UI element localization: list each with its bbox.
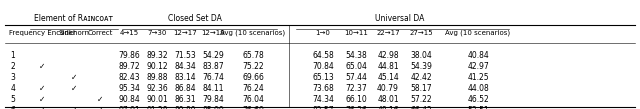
Text: 5: 5	[11, 95, 15, 104]
Text: 82.43: 82.43	[118, 72, 140, 82]
Text: 48.16: 48.16	[377, 106, 399, 109]
Text: 10→11: 10→11	[344, 30, 368, 36]
Text: 76.74: 76.74	[202, 72, 224, 82]
Text: Avg (10 scenarios): Avg (10 scenarios)	[220, 30, 285, 36]
Text: 57.22: 57.22	[410, 95, 432, 104]
Text: Frequency Encoder: Frequency Encoder	[8, 30, 76, 36]
Text: 70.84: 70.84	[312, 61, 334, 71]
Text: ✓: ✓	[39, 61, 45, 71]
Text: 75.22: 75.22	[242, 61, 264, 71]
Text: ✓: ✓	[71, 83, 77, 93]
Text: 76.24: 76.24	[242, 83, 264, 93]
Text: 42.97: 42.97	[467, 61, 489, 71]
Text: 46.52: 46.52	[467, 95, 489, 104]
Text: ✓: ✓	[39, 95, 45, 104]
Text: 95.34: 95.34	[118, 83, 140, 93]
Text: 85.00: 85.00	[202, 106, 224, 109]
Text: 58.17: 58.17	[410, 83, 432, 93]
Text: 66.10: 66.10	[345, 95, 367, 104]
Text: 72.37: 72.37	[345, 83, 367, 93]
Text: ✓: ✓	[39, 83, 45, 93]
Text: ✓: ✓	[71, 106, 77, 109]
Text: 84.34: 84.34	[174, 61, 196, 71]
Text: 65.04: 65.04	[345, 61, 367, 71]
Text: 45.14: 45.14	[377, 72, 399, 82]
Text: 89.88: 89.88	[147, 72, 168, 82]
Text: 91.28: 91.28	[147, 106, 168, 109]
Text: 3: 3	[11, 72, 15, 82]
Text: Universal DA: Universal DA	[375, 14, 425, 22]
Text: ✓: ✓	[97, 106, 103, 109]
Text: ✓: ✓	[71, 72, 77, 82]
Text: 83.87: 83.87	[202, 61, 224, 71]
Text: 12→17: 12→17	[173, 30, 197, 36]
Text: 89.32: 89.32	[146, 50, 168, 60]
Text: 64.58: 64.58	[312, 50, 334, 60]
Text: 66.42: 66.42	[410, 106, 432, 109]
Text: 53.51: 53.51	[467, 106, 489, 109]
Text: 71.53: 71.53	[174, 50, 196, 60]
Text: 86.84: 86.84	[174, 83, 196, 93]
Text: 6: 6	[11, 106, 15, 109]
Text: 65.78: 65.78	[242, 50, 264, 60]
Text: 4: 4	[11, 83, 15, 93]
Text: ✓: ✓	[97, 95, 103, 104]
Text: 86.31: 86.31	[174, 95, 196, 104]
Text: 79.84: 79.84	[202, 95, 224, 104]
Text: 2: 2	[11, 61, 15, 71]
Text: 83.14: 83.14	[174, 72, 196, 82]
Text: Sinkhorn: Sinkhorn	[58, 30, 90, 36]
Text: 27→15: 27→15	[409, 30, 433, 36]
Text: 54.39: 54.39	[410, 61, 432, 71]
Text: 57.44: 57.44	[345, 72, 367, 82]
Text: 1→0: 1→0	[316, 30, 330, 36]
Text: 90.84: 90.84	[118, 95, 140, 104]
Text: 44.81: 44.81	[377, 61, 399, 71]
Text: 48.01: 48.01	[377, 95, 399, 104]
Text: 69.66: 69.66	[242, 72, 264, 82]
Text: Closed Set DA: Closed Set DA	[168, 14, 222, 22]
Text: 89.72: 89.72	[118, 61, 140, 71]
Text: 76.36: 76.36	[345, 106, 367, 109]
Text: Correct: Correct	[87, 30, 113, 36]
Text: 7→30: 7→30	[147, 30, 166, 36]
Text: 42.98: 42.98	[377, 50, 399, 60]
Text: 38.04: 38.04	[410, 50, 432, 60]
Text: 97.91: 97.91	[118, 106, 140, 109]
Text: 54.29: 54.29	[202, 50, 224, 60]
Text: 40.84: 40.84	[467, 50, 489, 60]
Text: 74.34: 74.34	[312, 95, 334, 104]
Text: 44.08: 44.08	[467, 83, 489, 93]
Text: 65.13: 65.13	[312, 72, 334, 82]
Text: 79.86: 79.86	[118, 50, 140, 60]
Text: 40.79: 40.79	[377, 83, 399, 93]
Text: 76.04: 76.04	[242, 95, 264, 104]
Text: 22→17: 22→17	[376, 30, 400, 36]
Text: 92.36: 92.36	[146, 83, 168, 93]
Text: Avg (10 scenarios): Avg (10 scenarios)	[445, 30, 511, 36]
Text: 76.60: 76.60	[242, 106, 264, 109]
Text: 41.25: 41.25	[467, 72, 489, 82]
Text: 1: 1	[11, 50, 15, 60]
Text: 42.42: 42.42	[410, 72, 432, 82]
Text: 84.11: 84.11	[202, 83, 224, 93]
Text: 89.80: 89.80	[174, 106, 196, 109]
Text: 54.38: 54.38	[345, 50, 367, 60]
Text: 90.12: 90.12	[146, 61, 168, 71]
Text: 90.01: 90.01	[146, 95, 168, 104]
Text: 12→19: 12→19	[201, 30, 225, 36]
Text: Element of Rᴀɪɴᴄᴏᴀᴛ: Element of Rᴀɪɴᴄᴏᴀᴛ	[33, 14, 113, 22]
Text: 82.57: 82.57	[312, 106, 334, 109]
Text: ✓: ✓	[39, 106, 45, 109]
Text: 4→15: 4→15	[120, 30, 139, 36]
Text: 73.68: 73.68	[312, 83, 334, 93]
